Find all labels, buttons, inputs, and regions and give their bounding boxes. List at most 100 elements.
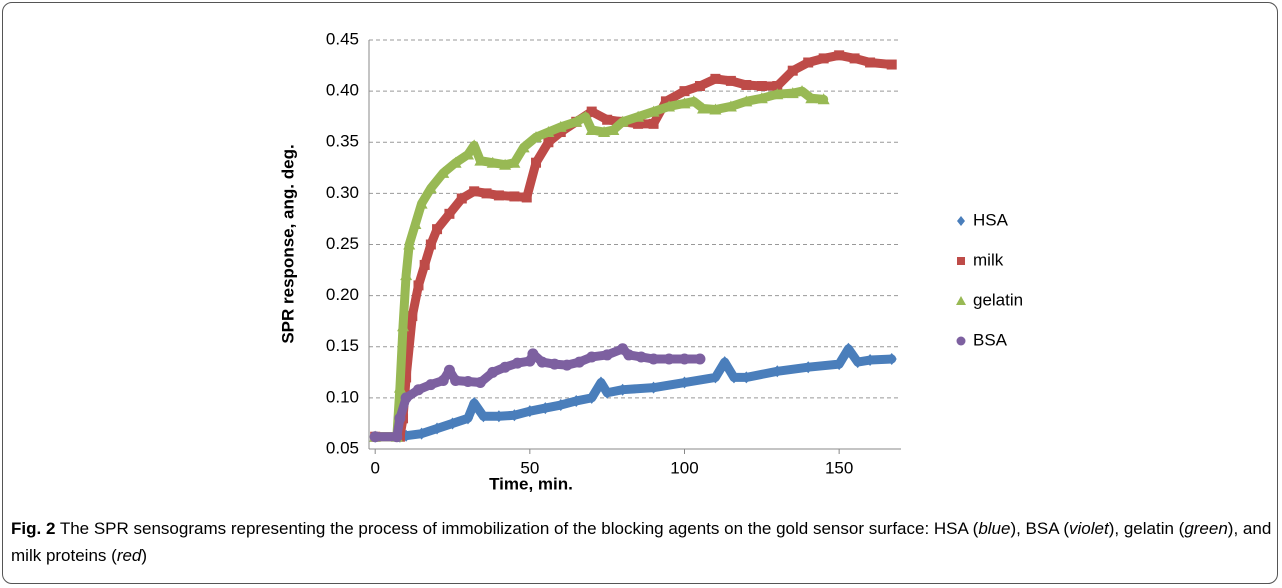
marker [709,103,722,115]
caption-segment: ) [141,546,148,565]
marker [741,371,752,384]
marker [432,224,443,235]
marker [647,105,660,117]
marker [586,106,597,117]
marker [499,361,511,373]
marker [437,166,450,178]
marker [391,431,403,443]
caption-label: Fig. 2 [11,519,56,538]
marker [803,361,814,374]
marker [424,182,437,194]
legend-label: BSA [973,330,1008,349]
marker [678,97,691,109]
marker [663,353,675,365]
marker [601,349,613,361]
marker [443,364,455,376]
y-tick-label: 0.25 [326,234,359,253]
marker [400,392,412,404]
marker [481,188,492,199]
marker [803,57,814,68]
marker [543,137,554,148]
legend-marker [957,216,965,226]
marker [478,410,489,423]
y-tick-label: 0.05 [326,438,359,457]
marker [834,358,845,371]
marker [834,50,845,61]
x-tick-label: 50 [520,458,539,477]
x-axis-title: Time, min. [489,474,573,493]
caption: Fig. 2 The SPR sensograms representing t… [11,515,1273,569]
legend-label: HSA [973,210,1009,229]
marker [432,422,443,435]
marker [419,259,430,270]
marker [487,366,499,378]
caption-color: green [1184,519,1228,538]
legend-label: gelatin [973,290,1023,309]
marker [401,372,412,383]
marker [531,157,542,168]
marker [561,359,573,371]
legend-label: milk [973,250,1004,269]
marker [527,348,539,360]
marker [437,374,449,386]
caption-segment: ), and milk proteins ( [11,519,1272,565]
chart: Time, min. SPR response, ang. deg. 0.05 0… [278,29,1023,493]
marker [407,311,418,322]
marker [511,357,523,369]
marker [469,186,480,197]
marker [447,417,458,430]
marker [394,412,406,424]
marker [570,115,583,127]
y-tick-label: 0.15 [326,336,359,355]
marker [554,120,567,132]
marker [400,269,413,281]
marker [663,100,676,112]
marker [865,57,876,68]
marker [450,374,462,386]
marker [530,131,543,143]
marker [710,371,721,384]
marker [509,191,520,202]
marker [849,53,860,64]
marker [602,114,613,125]
marker [756,81,767,92]
marker [444,208,455,219]
marker [679,376,690,389]
marker [462,376,474,388]
marker [617,383,628,396]
marker [571,394,582,407]
marker [648,353,660,365]
marker [648,381,659,394]
marker [462,412,473,425]
marker [886,59,897,70]
marker [694,353,706,365]
marker [493,410,504,423]
marker [393,381,406,393]
marker [616,115,629,127]
marker [586,351,598,363]
marker [555,399,566,412]
x-tick-label: 0 [370,458,379,477]
y-tick-label: 0.30 [326,183,359,202]
marker [585,123,598,135]
y-tick-label: 0.45 [326,29,359,48]
marker [633,118,644,129]
marker [449,156,462,168]
marker [679,86,690,97]
marker [852,356,863,369]
caption-color: red [116,546,142,565]
marker [579,110,592,122]
marker [493,190,504,201]
y-tick-label: 0.20 [326,285,359,304]
marker [740,95,753,107]
marker [474,377,486,389]
marker [456,193,467,204]
marker [710,73,721,84]
marker [728,371,739,384]
marker [468,139,481,151]
marker [635,351,647,363]
marker [586,391,597,404]
marker [542,126,555,138]
marker [660,96,671,107]
